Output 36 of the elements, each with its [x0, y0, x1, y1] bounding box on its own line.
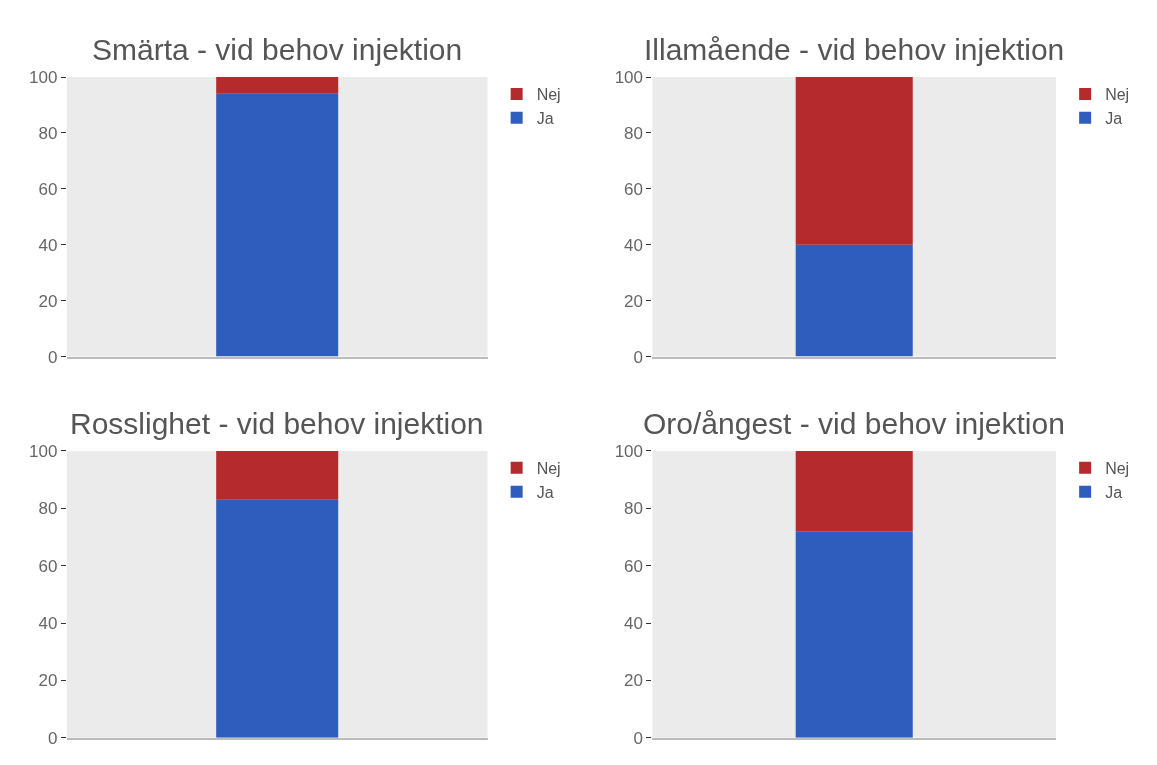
chart-title: Smärta - vid behov injektion [92, 33, 463, 66]
y-tick-label: 60 [624, 179, 644, 199]
y-tick-label: 60 [624, 556, 644, 576]
y-tick-label: 40 [624, 235, 644, 255]
legend-label: Ja [536, 110, 554, 128]
y-tick-label: 20 [624, 291, 644, 311]
y-tick-label: 100 [29, 441, 58, 461]
legend-label: Ja [1105, 483, 1123, 501]
y-tick-label: 0 [633, 347, 644, 367]
legend-label: Nej [536, 460, 561, 478]
chart-title: Oro/ångest - vid behov injektion [643, 407, 1065, 440]
chart-title: Rosslighet - vid behov injektion [70, 407, 484, 440]
y-tick-label: 80 [38, 499, 58, 519]
y-tick-label: 80 [38, 123, 58, 143]
y-tick-label: 100 [614, 68, 644, 88]
legend-label: Nej [536, 86, 561, 104]
y-tick-label: 0 [47, 347, 58, 367]
legend-label: Nej [1105, 86, 1130, 104]
y-tick-label: 80 [624, 123, 644, 143]
y-tick-label: 20 [38, 671, 58, 691]
y-tick-label: 0 [633, 728, 644, 748]
y-tick-label: 20 [38, 291, 58, 311]
y-tick-label: 20 [624, 671, 644, 691]
y-tick-label: 40 [38, 235, 58, 255]
y-tick-label: 100 [29, 68, 58, 88]
y-tick-label: 80 [624, 499, 644, 519]
legend-label: Ja [1105, 110, 1123, 128]
y-tick-label: 40 [38, 613, 58, 633]
legend-label: Ja [536, 483, 554, 501]
y-tick-label: 60 [38, 179, 58, 199]
y-tick-label: 60 [38, 556, 58, 576]
y-tick-label: 40 [624, 613, 644, 633]
legend-label: Nej [1105, 460, 1130, 478]
y-tick-label: 0 [47, 728, 58, 748]
y-tick-label: 100 [614, 441, 644, 461]
chart-title: Illamående - vid behov injektion [644, 33, 1065, 66]
